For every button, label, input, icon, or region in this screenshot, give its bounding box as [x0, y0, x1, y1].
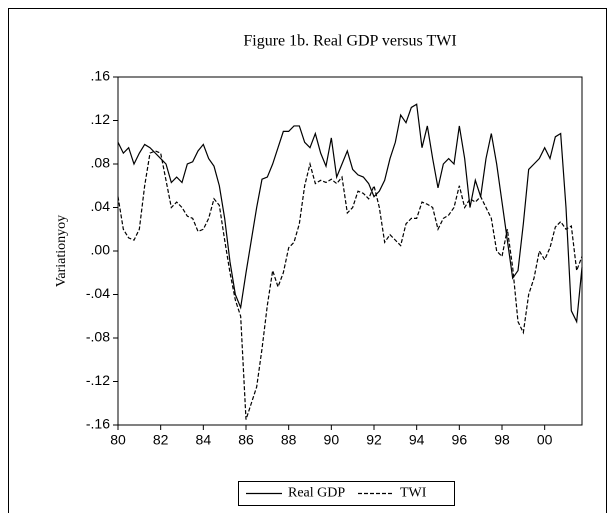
legend-label: Real GDP: [288, 486, 345, 501]
x-tick-label: 00: [537, 432, 553, 448]
y-tick-label: -.04: [86, 285, 110, 301]
x-tick-label: 98: [494, 432, 510, 448]
y-tick-label: -.12: [86, 372, 110, 388]
y-tick-label: -.08: [86, 329, 110, 345]
frame: [8, 8, 607, 513]
x-tick-label: 90: [324, 432, 340, 448]
chart-title: Figure 1b. Real GDP versus TWI: [243, 33, 456, 50]
x-tick-label: 92: [366, 432, 382, 448]
y-tick-label: .08: [91, 155, 111, 171]
x-tick-label: 88: [281, 432, 297, 448]
y-tick-label: .12: [91, 111, 111, 127]
legend-label: TWI: [400, 486, 427, 501]
x-tick-label: 94: [409, 432, 425, 448]
x-tick-label: 82: [153, 432, 169, 448]
series-line: [117, 150, 583, 420]
y-tick-label: -.16: [86, 416, 110, 432]
x-tick-label: 96: [452, 432, 468, 448]
y-tick-label: .16: [91, 68, 111, 84]
x-tick-label: 80: [110, 432, 126, 448]
y-axis-label: Variationyoy: [54, 215, 69, 287]
y-tick-label: .04: [91, 198, 111, 214]
x-tick-label: 84: [196, 432, 212, 448]
x-tick-label: 86: [238, 432, 254, 448]
plot-area: [117, 76, 583, 426]
y-tick-label: .00: [91, 242, 111, 258]
series-line: [117, 103, 583, 324]
